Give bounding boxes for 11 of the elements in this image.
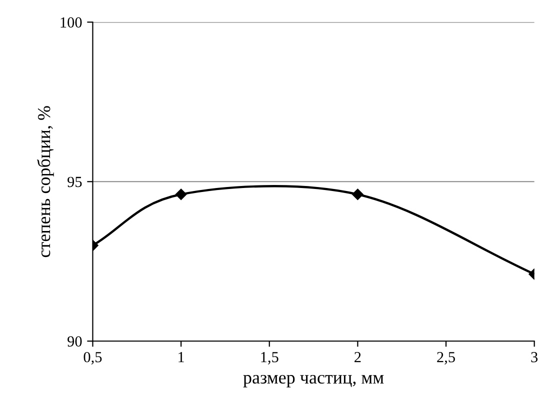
x-tick-label: 3 <box>531 352 538 362</box>
y-axis-title: степень сорбции, % <box>37 106 54 258</box>
x-tick-label: 1,5 <box>261 352 278 364</box>
x-tick-label: 2 <box>354 352 361 362</box>
y-tick-label: 90 <box>68 336 82 347</box>
x-axis-title: размер частиц, мм <box>243 374 384 388</box>
y-tick-label: 95 <box>68 176 82 188</box>
x-tick-label: 0,5 <box>84 352 102 364</box>
x-tick-label: 2,5 <box>437 352 455 364</box>
x-tick-label: 1 <box>178 352 184 362</box>
y-tick-label: 100 <box>60 17 82 28</box>
